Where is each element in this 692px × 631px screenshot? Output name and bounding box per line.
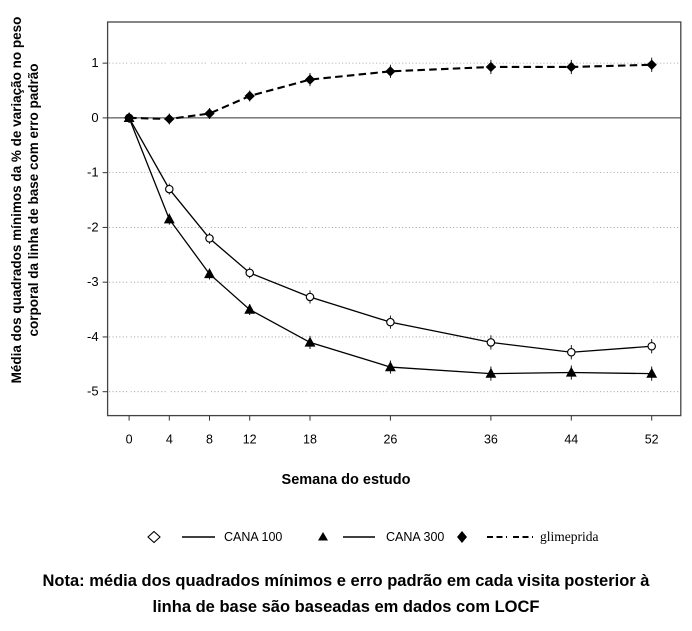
svg-text:44: 44 bbox=[564, 433, 578, 447]
svg-text:-5: -5 bbox=[87, 384, 99, 399]
svg-text:-2: -2 bbox=[87, 219, 99, 234]
svg-text:glimeprida: glimeprida bbox=[540, 529, 598, 544]
svg-text:18: 18 bbox=[303, 433, 317, 447]
svg-text:0: 0 bbox=[126, 433, 133, 447]
svg-text:36: 36 bbox=[484, 433, 498, 447]
svg-text:26: 26 bbox=[383, 433, 397, 447]
svg-text:12: 12 bbox=[243, 433, 257, 447]
svg-text:CANA 100: CANA 100 bbox=[224, 530, 282, 544]
svg-text:52: 52 bbox=[645, 433, 659, 447]
svg-text:4: 4 bbox=[166, 433, 173, 447]
svg-text:CANA 300: CANA 300 bbox=[386, 530, 444, 544]
svg-text:1: 1 bbox=[91, 55, 98, 70]
svg-text:0: 0 bbox=[91, 110, 98, 125]
svg-text:-4: -4 bbox=[87, 329, 99, 344]
svg-text:8: 8 bbox=[206, 433, 213, 447]
svg-text:-1: -1 bbox=[87, 165, 99, 180]
svg-text:-3: -3 bbox=[87, 274, 99, 289]
